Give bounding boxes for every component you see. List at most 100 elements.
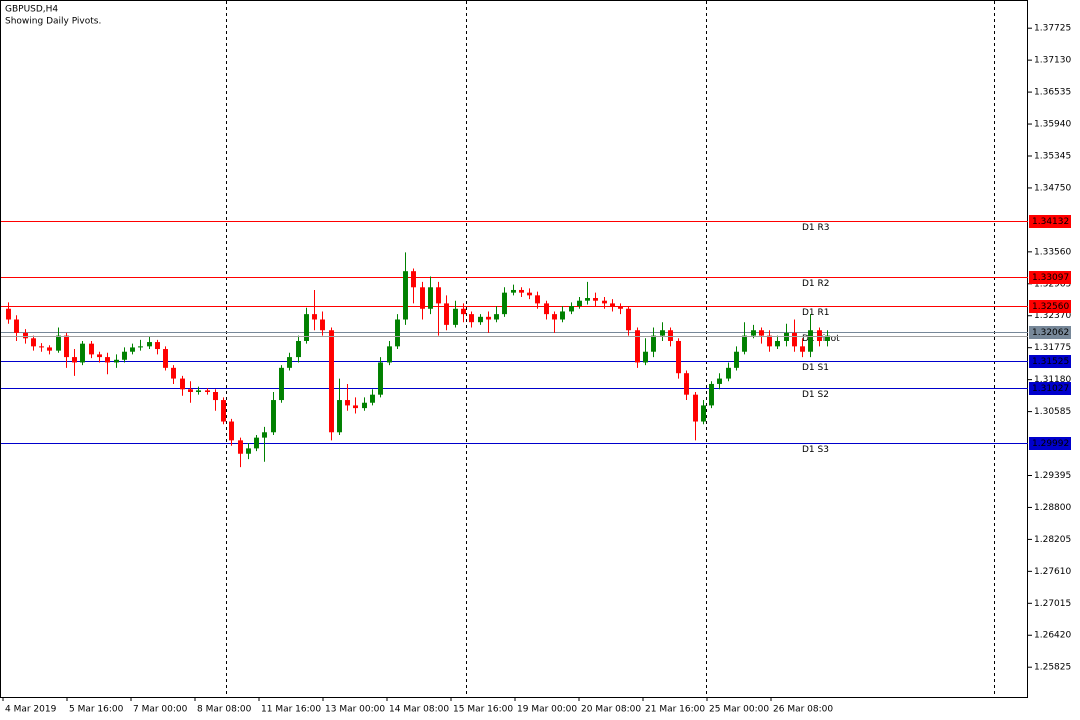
y-tick-label: 1.33560 <box>1034 247 1071 257</box>
candle-body <box>31 338 36 347</box>
candle-body <box>684 373 689 395</box>
chart-title: GBPUSD,H4 <box>5 5 58 15</box>
candle-body <box>428 287 433 309</box>
candle-body <box>511 289 516 293</box>
candle-body <box>486 316 491 320</box>
candle-body <box>742 335 747 352</box>
pivot-label: D1 S2 <box>802 390 829 400</box>
candle-body <box>800 346 805 352</box>
candle-body <box>759 330 764 336</box>
candle-body <box>668 330 673 341</box>
candle-body <box>395 319 400 347</box>
candle-body <box>602 300 607 304</box>
plot-frame <box>0 0 1028 698</box>
x-tick-label: 20 Mar 08:00 <box>581 705 641 715</box>
candle-body <box>701 405 706 422</box>
x-tick-label: 19 Mar 00:00 <box>517 705 577 715</box>
candle-body <box>271 400 276 433</box>
candle-body <box>734 351 739 368</box>
candle-body <box>651 335 656 352</box>
candle-body <box>403 271 408 320</box>
candle-body <box>643 351 648 363</box>
candle-body <box>726 367 731 379</box>
candle-body <box>411 271 416 288</box>
y-tick-label: 1.35940 <box>1034 120 1071 130</box>
candle-body <box>792 332 797 347</box>
pivot-price-label: 1.34132 <box>1032 217 1069 227</box>
candle-body <box>171 367 176 379</box>
candle-body <box>378 362 383 395</box>
candle-body <box>14 319 19 333</box>
candle-body <box>461 308 466 315</box>
candle-body <box>163 349 168 368</box>
candle-body <box>544 303 549 315</box>
candle-body <box>80 343 85 363</box>
y-tick-label: 1.30585 <box>1034 407 1071 417</box>
y-tick-label: 1.34750 <box>1034 183 1071 193</box>
pivot-price-box <box>1029 326 1071 339</box>
candle-body <box>577 300 582 307</box>
candle-body <box>478 316 483 323</box>
candle-body <box>585 298 590 301</box>
y-tick-label: 1.35345 <box>1034 151 1071 161</box>
candle-body <box>196 390 201 392</box>
candle-body <box>370 394 375 403</box>
x-tick-label: 14 Mar 08:00 <box>389 705 449 715</box>
candle-body <box>246 448 251 454</box>
period-separators <box>226 1 995 697</box>
candle-body <box>502 292 507 315</box>
candle-body <box>420 287 425 309</box>
x-tick-label: 15 Mar 16:00 <box>453 705 513 715</box>
candle-body <box>229 421 234 441</box>
pivot-price-label: 1.29992 <box>1032 439 1069 449</box>
candle-body <box>130 347 135 352</box>
x-tick-label: 11 Mar 16:00 <box>261 705 321 715</box>
candle-body <box>6 308 11 320</box>
candle-body <box>751 330 756 336</box>
x-tick-label: 8 Mar 08:00 <box>197 705 252 715</box>
candle-body <box>304 314 309 341</box>
pivot-price-box <box>1029 215 1071 228</box>
pivot-label: D1 S1 <box>802 363 829 373</box>
candle-body <box>618 306 623 309</box>
candle-body <box>610 303 615 307</box>
candle-body <box>453 308 458 325</box>
candle-body <box>188 389 193 392</box>
pivot-price-box <box>1029 437 1071 450</box>
chart-subtitle: Showing Daily Pivots. <box>5 17 101 27</box>
y-tick-label: 1.28800 <box>1034 503 1071 513</box>
candle-body <box>709 383 714 406</box>
candle-body <box>444 303 449 325</box>
candle-body <box>97 354 102 358</box>
candle-body <box>626 308 631 331</box>
x-tick-label: 7 Mar 00:00 <box>133 705 188 715</box>
candle-body <box>72 357 77 363</box>
candle-body <box>56 335 61 351</box>
candle-body <box>552 314 557 320</box>
candle-body <box>808 330 813 352</box>
candle-body <box>436 287 441 304</box>
y-tick-label: 1.32370 <box>1034 311 1071 321</box>
candle-body <box>296 340 301 358</box>
candle-body <box>262 432 267 438</box>
candle-body <box>767 335 772 347</box>
candle-body <box>64 335 69 358</box>
candle-body <box>593 298 598 301</box>
candle-body <box>693 394 698 422</box>
y-tick-label: 1.29395 <box>1034 471 1071 481</box>
candle-body <box>138 346 143 348</box>
pivot-price-box <box>1029 382 1071 395</box>
y-tick-label: 1.31180 <box>1034 375 1071 385</box>
candle-body <box>105 357 110 363</box>
candle-body <box>569 306 574 312</box>
candle-body <box>817 330 822 341</box>
candle-body <box>825 335 830 341</box>
candle-body <box>279 367 284 401</box>
candle-body <box>320 319 325 331</box>
candle-body <box>238 440 243 454</box>
candle-body <box>329 330 334 433</box>
pivot-price-label: 1.33097 <box>1032 273 1069 283</box>
candle-body <box>312 314 317 320</box>
